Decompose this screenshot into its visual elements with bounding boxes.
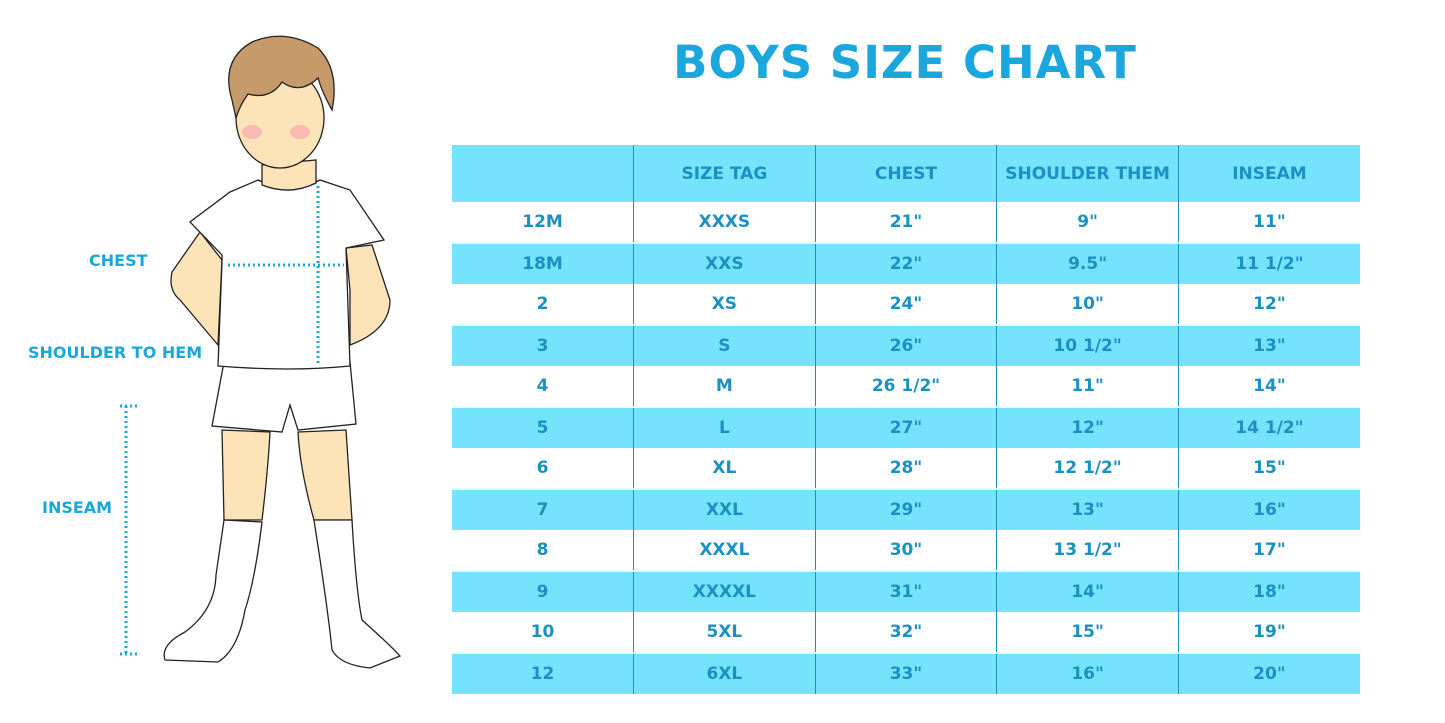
cell-inseam: 14 1/2" — [1177, 407, 1360, 448]
cell-size-tag: XXXL — [633, 530, 816, 572]
cell-size-tag: XL — [633, 448, 816, 490]
cell-age: 6 — [452, 448, 634, 490]
cell-age: 2 — [452, 284, 634, 326]
cell-inseam: 14" — [1177, 366, 1360, 408]
column-header-inseam: INSEAM — [1177, 145, 1360, 202]
cell-age: 10 — [452, 612, 634, 654]
cell-size-tag: S — [633, 325, 816, 366]
cell-shoulder-to-hem: 10 1/2" — [996, 325, 1179, 366]
cell-chest: 30" — [814, 530, 997, 572]
cell-chest: 24" — [814, 284, 997, 326]
cell-size-tag: 5XL — [633, 612, 816, 654]
cell-chest: 27" — [814, 407, 997, 448]
cell-inseam: 19" — [1177, 612, 1360, 654]
cell-size-tag: XS — [633, 284, 816, 326]
cell-inseam: 15" — [1177, 448, 1360, 490]
cell-size-tag: 6XL — [633, 653, 816, 694]
column-header-chest: CHEST — [814, 145, 997, 202]
cell-age: 12 — [452, 653, 634, 694]
column-header-age — [452, 145, 634, 202]
cell-size-tag: M — [633, 366, 816, 408]
chest-label: CHEST — [89, 251, 148, 270]
cell-inseam: 12" — [1177, 284, 1360, 326]
cell-chest: 32" — [814, 612, 997, 654]
inseam-label: INSEAM — [42, 498, 113, 517]
shoulder-to-hem-label: SHOULDER TO HEM — [28, 343, 203, 362]
cell-age: 8 — [452, 530, 634, 572]
cell-age: 5 — [452, 407, 634, 448]
cell-inseam: 13" — [1177, 325, 1360, 366]
cell-age: 7 — [452, 489, 634, 530]
cell-inseam: 17" — [1177, 530, 1360, 572]
cell-shoulder-to-hem: 9.5" — [996, 243, 1179, 284]
column-header-size-tag: SIZE TAG — [633, 145, 816, 202]
cell-inseam: 11 1/2" — [1177, 243, 1360, 284]
table-row: 2 XS 24" 10" 12" — [452, 284, 1360, 326]
table-row: 3 S 26" 10 1/2" 13" — [452, 325, 1360, 366]
cell-chest: 31" — [814, 571, 997, 612]
boy-illustration — [120, 35, 402, 669]
cell-chest: 28" — [814, 448, 997, 490]
cell-age: 3 — [452, 325, 634, 366]
cell-shoulder-to-hem: 14" — [996, 571, 1179, 612]
cell-chest: 22" — [814, 243, 997, 284]
cell-age: 9 — [452, 571, 634, 612]
cell-chest: 26" — [814, 325, 997, 366]
cell-shoulder-to-hem: 11" — [996, 366, 1179, 408]
cell-age: 4 — [452, 366, 634, 408]
cell-size-tag: L — [633, 407, 816, 448]
cell-inseam: 20" — [1177, 653, 1360, 694]
cell-size-tag: XXL — [633, 489, 816, 530]
cell-shoulder-to-hem: 9" — [996, 202, 1179, 244]
table-header-row: SIZE TAG CHEST SHOULDER THEM INSEAM — [452, 145, 1360, 202]
table-row: 8 XXXL 30" 13 1/2" 17" — [452, 530, 1360, 572]
cell-chest: 33" — [814, 653, 997, 694]
cell-shoulder-to-hem: 12 1/2" — [996, 448, 1179, 490]
cell-chest: 29" — [814, 489, 997, 530]
table-row: 12M XXXS 21" 9" 11" — [452, 202, 1360, 244]
table-row: 6 XL 28" 12 1/2" 15" — [452, 448, 1360, 490]
size-table: SIZE TAG CHEST SHOULDER THEM INSEAM 12M XXXS… — [452, 145, 1360, 694]
cell-shoulder-to-hem: 10" — [996, 284, 1179, 326]
cell-shoulder-to-hem: 13 1/2" — [996, 530, 1179, 572]
cell-chest: 26 1/2" — [814, 366, 997, 408]
cell-shoulder-to-hem: 12" — [996, 407, 1179, 448]
cell-inseam: 16" — [1177, 489, 1360, 530]
cell-size-tag: XXS — [633, 243, 816, 284]
table-row: 4 M 26 1/2" 11" 14" — [452, 366, 1360, 408]
cell-shoulder-to-hem: 13" — [996, 489, 1179, 530]
cell-inseam: 18" — [1177, 571, 1360, 612]
table-row: 9 XXXXL 31" 14" 18" — [452, 571, 1360, 612]
cell-size-tag: XXXS — [633, 202, 816, 244]
table-row: 5 L 27" 12" 14 1/2" — [452, 407, 1360, 448]
cell-shoulder-to-hem: 16" — [996, 653, 1179, 694]
cell-chest: 21" — [814, 202, 997, 244]
table-row: 12 6XL 33" 16" 20" — [452, 653, 1360, 694]
cell-shoulder-to-hem: 15" — [996, 612, 1179, 654]
cell-age: 12M — [452, 202, 634, 244]
table-row: 18M XXS 22" 9.5" 11 1/2" — [452, 243, 1360, 284]
cell-inseam: 11" — [1177, 202, 1360, 244]
cell-size-tag: XXXXL — [633, 571, 816, 612]
table-row: 7 XXL 29" 13" 16" — [452, 489, 1360, 530]
column-header-shoulder-to-hem: SHOULDER THEM — [996, 145, 1179, 202]
table-row: 10 5XL 32" 15" 19" — [452, 612, 1360, 654]
page-title: BOYS SIZE CHART — [673, 36, 1137, 89]
cell-age: 18M — [452, 243, 634, 284]
